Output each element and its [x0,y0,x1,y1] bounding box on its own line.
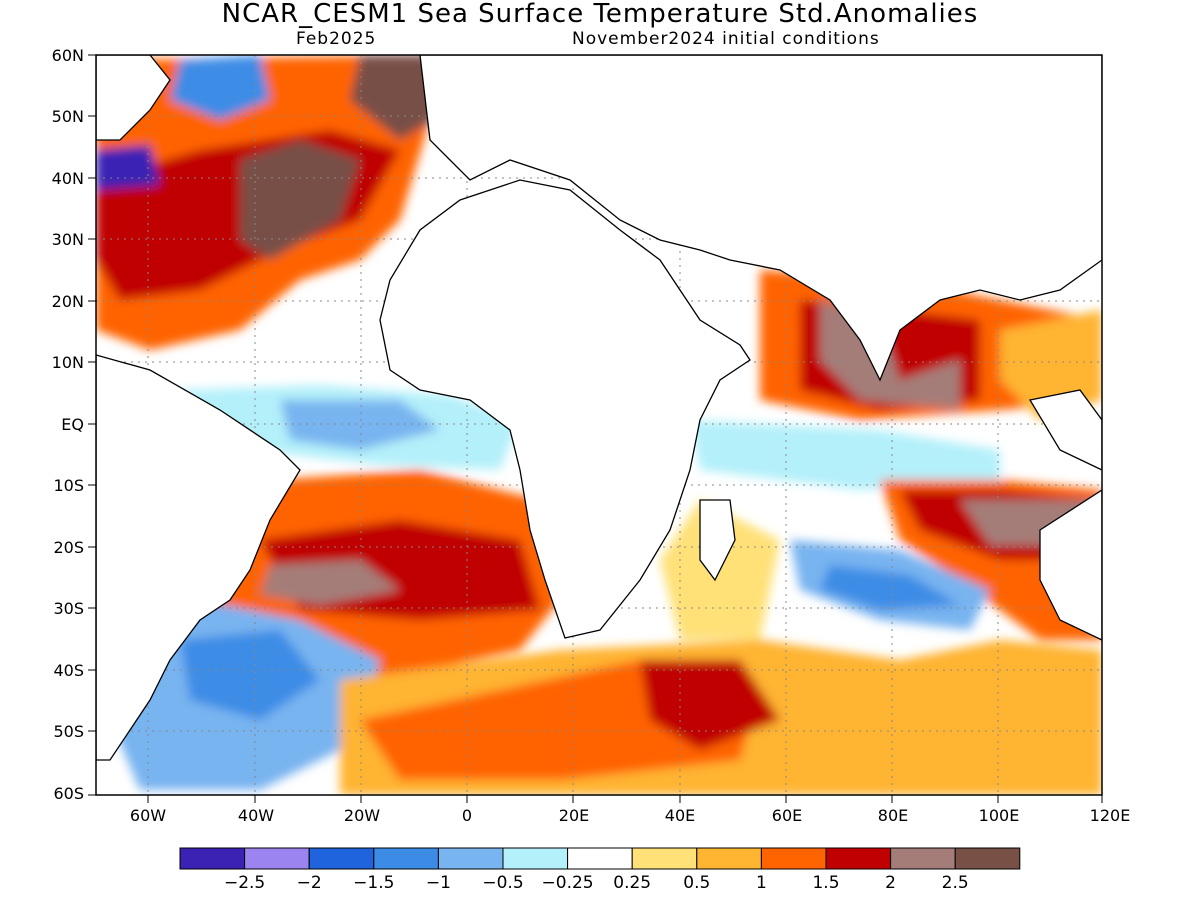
colorbar-swatch [308,847,375,870]
colorbar-swatch [244,847,310,870]
colorbar-swatch [502,847,569,870]
lat-label: 30S [53,599,84,618]
colorbar-tick-label: 1.5 [812,873,840,893]
lon-label: 120E [1089,806,1131,825]
colorbar-swatch [631,847,698,870]
colorbar-swatch [696,847,762,870]
madagascar [699,499,736,582]
lon-label: 40E [664,806,696,825]
colorbar-swatch [373,847,439,870]
colorbar-tick-label: 2 [885,873,896,893]
colorbar-tick-label: −1.5 [353,873,395,893]
maritime-continent [1028,389,1102,471]
colorbar-swatch [437,847,504,870]
lat-label: 50N [51,107,84,126]
colorbar [179,847,1021,870]
colorbar-tick-label: −0.5 [482,873,524,893]
map-frame [95,54,1103,796]
map-title: NCAR_CESM1 Sea Surface Temperature Std.A… [221,0,979,29]
lon-label: 60E [771,806,803,825]
colorbar-swatch [890,847,956,870]
land [96,55,1102,761]
australia [1039,489,1102,641]
lon-ticks [147,795,1103,803]
colorbar-swatch [179,847,246,870]
lon-label: 0 [461,806,473,825]
colorbar-swatch [954,847,1021,870]
lat-label: EQ [61,415,84,434]
lat-label: 60S [53,784,84,803]
lon-label: 100E [978,806,1020,825]
anomaly-field [96,55,1102,795]
colorbar-tick-label: −2 [296,873,322,893]
lon-label: 80E [877,806,909,825]
colorbar-tick-label: −2.5 [223,873,266,893]
colorbar-swatch [567,847,633,870]
africa [379,179,751,639]
lat-label: 50S [53,722,84,741]
lat-label: 40S [53,661,84,680]
south-america [96,354,301,761]
lat-label: 30N [51,230,84,249]
initial-conditions: November2024 initial conditions [572,29,880,49]
colorbar-tick-label: 0.25 [613,873,652,893]
lat-label: 40N [51,169,84,188]
north-america [96,55,171,141]
lon-label: 20W [343,806,381,825]
forecast-month: Feb2025 [296,29,377,49]
colorbar-swatch [825,847,892,870]
lat-ticks [88,54,96,796]
lat-label: 10N [51,353,84,372]
lon-label: 60W [129,806,167,825]
lat-label: 60N [51,46,84,65]
lon-label: 40W [237,806,275,825]
colorbar-tick-label: 1 [755,873,767,893]
lat-label: 20S [53,538,84,557]
colorbar-tick-label: −1 [425,873,451,893]
eurasia [419,55,1102,382]
colorbar-tick-label: −0.25 [541,873,594,893]
colorbar-tick-label: 2.5 [941,873,969,893]
lat-label: 10S [53,476,84,495]
lat-label: 20N [51,292,84,311]
lon-label: 20E [558,806,590,825]
colorbar-tick-label: 0.5 [683,873,711,893]
colorbar-swatch [760,847,827,870]
